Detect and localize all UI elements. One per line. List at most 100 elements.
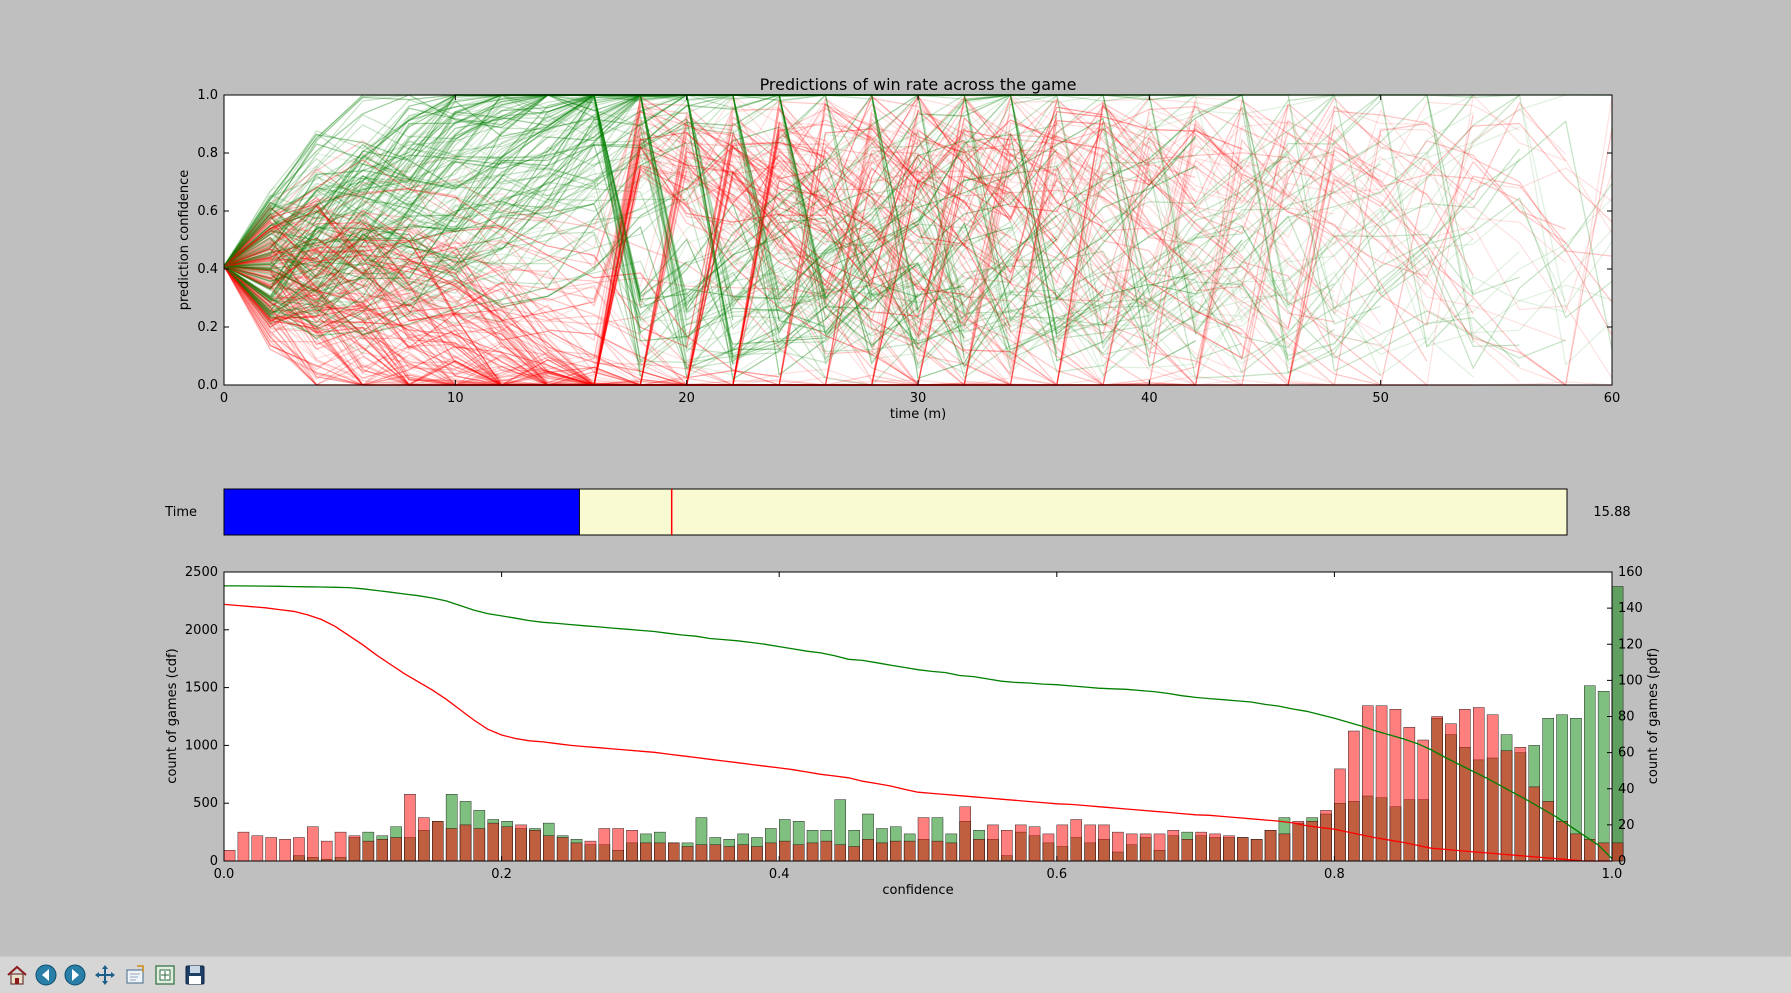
win-trajectory-line [223,165,1289,378]
loss-pdf-bar [612,828,624,862]
subplots-button[interactable] [152,962,178,988]
loss-trajectory-line [223,111,1566,386]
loss-pdf-bar [1417,739,1429,862]
loss-trajectory-line [223,95,1335,386]
win-trajectory-line [223,94,919,346]
loss-trajectory-line [223,116,1567,386]
win-trajectory-line [223,94,1520,330]
win-trajectory-line [223,94,1613,334]
loss-pdf-bar [1015,824,1027,862]
win-trajectory-line [223,123,872,322]
loss-trajectory-line [223,100,1197,386]
loss-trajectory-line [223,106,1150,386]
loss-pdf-bar [806,842,819,862]
win-trajectory-line [223,94,1104,366]
bottom-ytick-left-label: 1000 [185,738,218,753]
win-trajectory-line [223,95,826,342]
loss-pdf-bar [668,842,680,862]
loss-pdf-bar [418,817,430,862]
loss-pdf-bar [1459,709,1471,862]
loss-trajectory-line [223,114,1289,386]
top-xtick-label: 0 [220,391,228,406]
loss-trajectory-line [223,100,1381,334]
loss-trajectory-line [223,119,1428,386]
bottom-ytick-right-label: 120 [1618,637,1643,652]
home-button[interactable] [4,962,30,988]
win-trajectory-line [223,94,687,277]
top-ytick-label: 0.0 [197,378,218,393]
win-trajectory-line [223,95,826,342]
bottom-chart-ylabel-right: count of games (pdf) [1646,648,1661,784]
loss-trajectory-line [223,96,1567,386]
loss-trajectory-line [223,121,1474,386]
win-cdf-line [224,585,1613,860]
loss-trajectory-line [223,102,1474,386]
loss-pdf-bar [543,835,555,862]
zoom-rect-icon [126,965,144,984]
win-trajectory-line [223,93,1520,360]
win-trajectory-line [223,94,688,313]
win-trajectory-line [223,113,1058,334]
loss-trajectory-line [223,161,780,307]
top-xtick-label: 40 [1141,391,1158,406]
loss-trajectory-line [223,171,641,322]
slider-fill[interactable] [223,488,580,536]
zoom-button[interactable] [122,962,148,988]
loss-trajectory-line [223,95,1058,386]
forward-button[interactable] [62,962,88,988]
loss-pdf-bar [1431,716,1443,862]
loss-trajectory-line [223,102,1613,387]
arrow-right-icon [64,964,86,986]
top-chart-title: Predictions of win rate across the game [760,75,1077,94]
win-trajectory-line [223,93,1382,366]
win-trajectory-line [223,94,734,365]
pan-button[interactable] [92,962,118,988]
home-icon [7,965,27,985]
loss-trajectory-line [223,95,1428,386]
win-trajectory-line [223,102,1520,362]
win-trajectory-line [223,93,641,377]
loss-trajectory-line [223,137,1012,386]
back-button[interactable] [33,962,59,988]
win-trajectory-line [223,126,780,337]
loss-pdf-bar [1278,833,1291,862]
loss-pdf-bar [876,842,888,862]
loss-pdf-bar [890,840,902,862]
win-trajectory-line [223,94,733,309]
top-ytick-label: 1.0 [197,88,218,103]
win-trajectory-line [223,94,1335,328]
loss-trajectory-line [223,121,1613,386]
win-trajectory-line [223,102,1520,362]
loss-pdf-bar [404,794,416,862]
loss-trajectory-line [223,119,1243,386]
win-trajectory-line [223,94,872,267]
loss-pdf-bar [1042,833,1055,862]
win-trajectory-line [223,94,1566,375]
save-button[interactable] [182,962,208,988]
loss-pdf-bar [487,822,500,862]
bottom-xtick-label: 0.8 [1324,867,1345,882]
win-trajectory-line [223,94,1335,304]
loss-pdf-bar [570,842,583,862]
win-trajectory-line [223,94,1011,309]
loss-pdf-bar [1001,830,1013,862]
win-trajectory-line [223,94,1196,362]
top-ytick-label: 0.2 [197,320,218,335]
top-chart-xlabel: time (m) [890,407,946,422]
win-trajectory-line [223,94,1335,304]
loss-pdf-bar [348,835,361,862]
win-trajectory-line [223,94,872,267]
loss-pdf-bar [1084,824,1096,862]
loss-trajectory-line [223,137,1012,386]
top-xtick-label: 10 [447,391,464,406]
loss-pdf-bar [959,806,971,862]
win-trajectory-line [223,94,1520,355]
loss-trajectory-line [223,137,1381,386]
win-pdf-bar [1583,685,1596,862]
bottom-ytick-right-label: 80 [1618,710,1635,725]
time-slider[interactable]: Time 15.88 [164,488,1631,536]
loss-trajectory-line [223,136,1335,386]
loss-pdf-bar [1445,723,1457,862]
loss-pdf-bar [1181,839,1193,862]
loss-pdf-bar [501,826,513,862]
